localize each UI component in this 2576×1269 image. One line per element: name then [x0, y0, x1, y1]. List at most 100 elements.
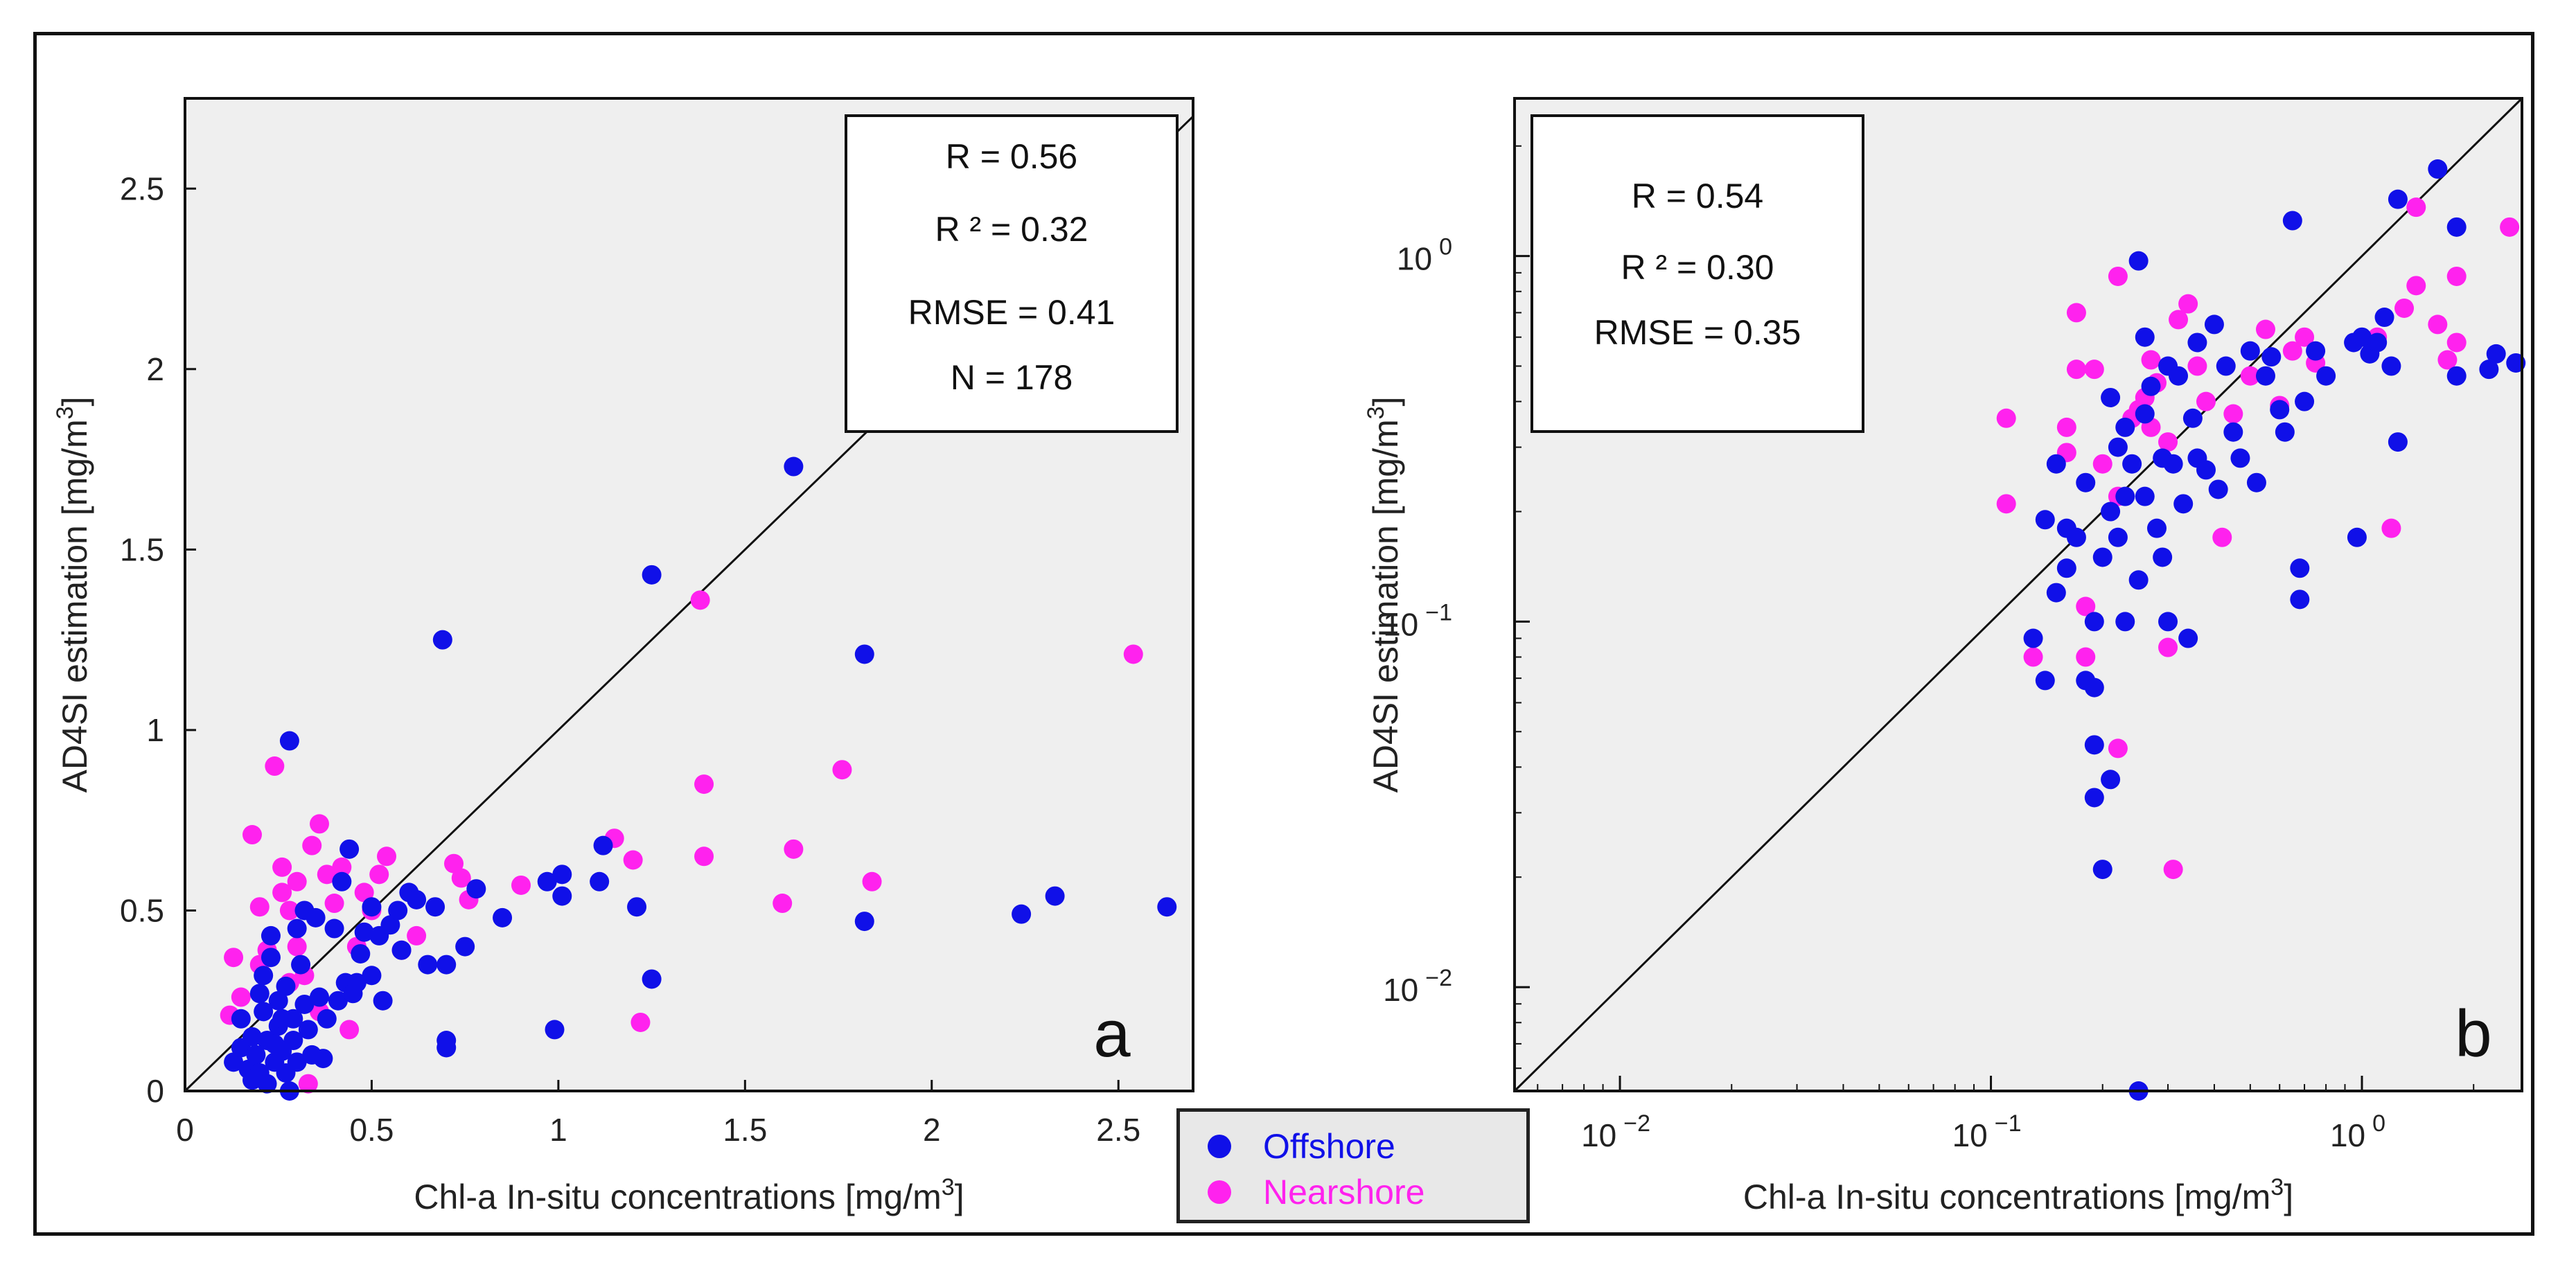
y-tick-label-a-0: 0 — [146, 1073, 164, 1109]
point-offshore-a-79 — [265, 1034, 285, 1054]
point-offshore-a-8 — [254, 1002, 274, 1022]
point-offshore-a-30 — [306, 907, 326, 928]
point-nearshore-a-33 — [773, 894, 793, 914]
legend-label-offshore: Offshore — [1263, 1127, 1395, 1166]
point-offshore-b-19 — [2108, 437, 2128, 457]
x-axis-label-a: Chl-a In-situ concentrations [mg/m3] — [414, 1174, 964, 1216]
point-offshore-b-36 — [2163, 454, 2183, 474]
point-offshore-a-33 — [317, 1009, 337, 1029]
point-nearshore-a-39 — [298, 1074, 318, 1094]
stat-line-b-0: R = 0.54 — [1632, 177, 1763, 215]
axes-frame-a — [184, 97, 1194, 1092]
point-offshore-b-37 — [2169, 366, 2189, 386]
x-tick-label-b-0: 10 −2 — [1581, 1110, 1650, 1153]
point-offshore-a-52 — [418, 955, 438, 975]
point-offshore-b-70 — [2446, 217, 2467, 237]
point-offshore-a-70 — [784, 456, 804, 477]
point-offshore-b-59 — [2316, 366, 2336, 386]
point-offshore-a-72 — [854, 912, 874, 932]
point-nearshore-a-29 — [630, 1012, 651, 1032]
point-nearshore-a-28 — [623, 850, 643, 870]
point-nearshore-b-34 — [2381, 518, 2401, 538]
point-offshore-a-69 — [642, 969, 662, 989]
stat-line-a-0: R = 0.56 — [946, 137, 1077, 176]
point-nearshore-a-44 — [354, 882, 374, 903]
point-nearshore-b-22 — [2169, 310, 2189, 330]
point-offshore-a-11 — [261, 948, 281, 968]
point-offshore-b-1 — [2035, 510, 2055, 530]
legend-item-nearshore: Nearshore — [1208, 1171, 1424, 1213]
stats-box-b — [1530, 114, 1864, 433]
point-offshore-b-11 — [2084, 735, 2104, 755]
point-nearshore-b-20 — [2158, 637, 2178, 657]
point-nearshore-b-37 — [2406, 276, 2426, 296]
point-offshore-a-0 — [224, 1052, 244, 1072]
point-nearshore-b-11 — [2108, 266, 2128, 286]
point-offshore-a-26 — [294, 994, 315, 1014]
y-tick-label-b-1: 10 −1 — [1383, 599, 1452, 642]
point-nearshore-a-23 — [444, 853, 464, 873]
x-tick-label-a-5: 2.5 — [1096, 1112, 1140, 1148]
point-offshore-a-66 — [593, 835, 613, 855]
x-tick-label-a-2: 1 — [549, 1112, 567, 1148]
point-nearshore-a-32 — [694, 846, 714, 867]
y-tick-label-a-4: 2 — [146, 351, 164, 387]
point-nearshore-b-3 — [2056, 417, 2076, 437]
point-offshore-b-65 — [2374, 308, 2394, 328]
point-offshore-a-42 — [354, 922, 374, 942]
point-nearshore-a-30 — [690, 590, 710, 610]
point-offshore-a-75 — [1157, 897, 1177, 917]
point-nearshore-b-13 — [2108, 738, 2128, 758]
point-offshore-a-67 — [627, 897, 647, 917]
point-offshore-a-4 — [242, 1027, 262, 1047]
point-nearshore-a-8 — [287, 871, 307, 891]
legend-marker-offshore — [1208, 1135, 1231, 1158]
point-nearshore-a-9 — [287, 937, 307, 957]
point-offshore-b-47 — [2230, 448, 2250, 468]
y-tick-label-a-5: 2.5 — [120, 170, 164, 206]
point-offshore-b-7 — [2066, 527, 2086, 547]
point-offshore-b-33 — [2153, 547, 2173, 567]
point-nearshore-b-9 — [2084, 360, 2104, 380]
point-offshore-a-53 — [425, 897, 445, 917]
stat-line-a-1: R ² = 0.32 — [935, 210, 1088, 249]
axes-frame-b — [1513, 97, 2523, 1092]
point-offshore-b-29 — [2135, 486, 2155, 506]
y-tick-label-a-3: 1.5 — [120, 531, 164, 567]
point-offshore-b-57 — [2295, 391, 2315, 411]
point-offshore-b-64 — [2367, 332, 2388, 353]
point-nearshore-b-5 — [2066, 303, 2086, 323]
y-tick-label-b-0: 10 −2 — [1383, 965, 1452, 1008]
point-nearshore-b-36 — [2406, 197, 2426, 218]
point-nearshore-b-23 — [2178, 294, 2198, 314]
point-offshore-b-15 — [2092, 860, 2112, 880]
point-offshore-b-75 — [2115, 417, 2135, 437]
point-offshore-b-38 — [2173, 494, 2194, 514]
point-offshore-b-20 — [2108, 527, 2128, 547]
point-offshore-b-28 — [2135, 404, 2155, 424]
point-nearshore-a-12 — [310, 814, 329, 834]
point-nearshore-b-25 — [2196, 391, 2216, 411]
point-offshore-a-44 — [362, 897, 382, 917]
point-offshore-b-48 — [2240, 341, 2260, 361]
point-offshore-a-35 — [328, 991, 348, 1011]
stat-line-a-2: RMSE = 0.41 — [908, 293, 1115, 332]
point-offshore-b-44 — [2208, 479, 2228, 499]
point-offshore-a-54 — [432, 630, 452, 650]
point-offshore-b-45 — [2216, 356, 2236, 376]
point-offshore-a-76 — [254, 966, 274, 986]
point-nearshore-b-19 — [2158, 432, 2178, 452]
point-offshore-a-24 — [287, 1052, 307, 1072]
y-tick-label-a-2: 1 — [146, 712, 164, 748]
point-offshore-b-4 — [2046, 583, 2066, 603]
point-offshore-b-27 — [2135, 327, 2155, 347]
point-nearshore-a-31 — [694, 774, 714, 795]
point-offshore-a-41 — [351, 943, 371, 964]
point-offshore-a-74 — [1045, 886, 1065, 906]
point-nearshore-b-17 — [2141, 350, 2161, 370]
point-offshore-b-22 — [2115, 612, 2135, 632]
point-offshore-b-6 — [2056, 558, 2076, 578]
point-nearshore-a-13 — [317, 864, 337, 885]
point-offshore-a-31 — [310, 987, 329, 1007]
